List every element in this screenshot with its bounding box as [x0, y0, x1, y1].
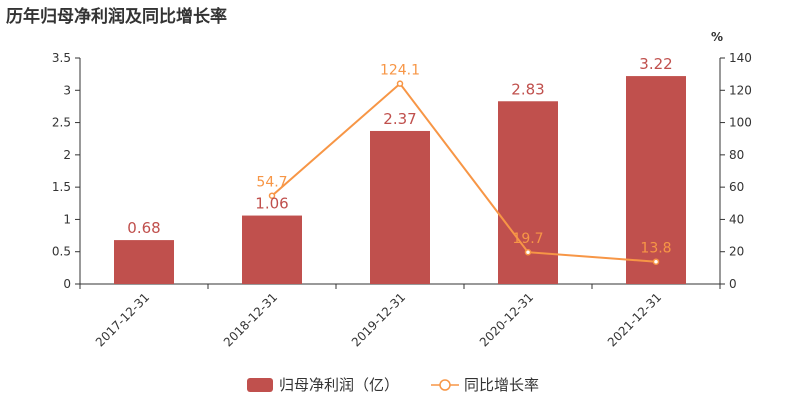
legend: 归母净利润（亿） 同比增长率: [247, 376, 539, 394]
y-left-tick-label: 1.5: [52, 180, 71, 194]
line-series: [268, 80, 660, 265]
y-right-tick-label: 120: [729, 83, 752, 97]
bar: [242, 215, 302, 284]
y-right-tick-label: 60: [729, 180, 744, 194]
legend-line-marker: [439, 379, 451, 391]
growth-line: [271, 82, 657, 263]
line-value-label: 124.1: [380, 63, 420, 79]
x-tick-label: 2018-12-31: [221, 290, 280, 349]
y-right-tick-label: 20: [729, 245, 744, 259]
bar-value-label: 0.68: [127, 219, 160, 237]
line-point: [652, 258, 660, 265]
line-value-label: 13.8: [640, 241, 671, 257]
bar-value-label: 3.22: [639, 55, 672, 73]
y-right-tick-label: 0: [729, 277, 737, 291]
bar-value-label: 2.37: [383, 110, 416, 128]
y-right-tick-label: 100: [729, 116, 752, 130]
x-tick-label: 2021-12-31: [605, 290, 664, 349]
line-point: [396, 80, 404, 87]
bar: [498, 101, 558, 285]
data-labels: 0.68 1.06 2.37 2.83 3.22 54.7 124.1 19.7 13.8: [127, 55, 672, 257]
legend-bar-label: 归母净利润（亿）: [279, 376, 399, 394]
y-right-unit-label: %: [711, 30, 723, 44]
bar-value-label: 2.83: [511, 80, 544, 98]
y-left-tick-label: 2.5: [52, 116, 71, 130]
y-right-tick-label: 140: [729, 51, 752, 65]
y-right-tick-label: 40: [729, 212, 744, 226]
bar: [114, 240, 174, 284]
bar: [370, 130, 430, 284]
x-tick-label: 2017-12-31: [93, 290, 152, 349]
line-point: [268, 192, 276, 199]
legend-bar-swatch: [247, 378, 273, 392]
bar-value-label: 1.06: [255, 195, 288, 213]
y-left-tick-label: 0: [63, 277, 71, 291]
y-left-tick-label: 3: [63, 83, 71, 97]
bar: [626, 76, 686, 284]
bar-series: [114, 76, 686, 285]
x-tick-label: 2019-12-31: [349, 290, 408, 349]
y-right-tick-label: 80: [729, 148, 744, 162]
y-left-tick-label: 1: [63, 212, 71, 226]
y-left-tick-label: 0.5: [52, 245, 71, 259]
line-point: [524, 248, 532, 256]
chart-title: 历年归母净利润及同比增长率: [6, 7, 227, 27]
y-left-tick-label: 3.5: [52, 51, 71, 65]
x-tick-label: 2020-12-31: [477, 290, 536, 349]
line-value-label: 54.7: [256, 175, 287, 191]
y-left-tick-label: 2: [63, 148, 71, 162]
legend-line-label: 同比增长率: [464, 376, 539, 394]
line-value-label: 19.7: [512, 231, 543, 247]
